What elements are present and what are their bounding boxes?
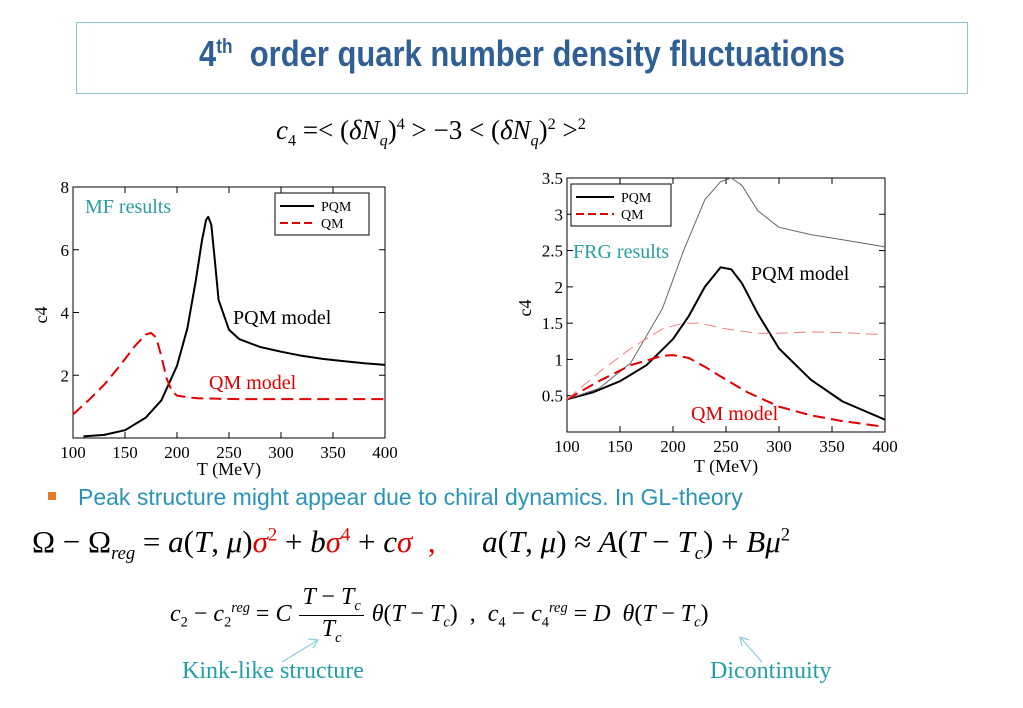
- y-tick-label: 3: [555, 205, 564, 224]
- slide-title: 4th order quark number density fluctuati…: [199, 33, 845, 74]
- legend-box: [570, 183, 672, 227]
- y-tick-label: 3.5: [542, 169, 563, 188]
- y-tick-label: 1: [555, 350, 564, 369]
- y-tick-label: 2: [61, 366, 70, 385]
- x-axis-label: T (MeV): [694, 456, 758, 477]
- y-tick-label: 0.5: [542, 387, 563, 406]
- y-axis-label: c4: [31, 307, 51, 324]
- y-tick-label: 2: [555, 278, 564, 297]
- mf-results-chart: 100 150 200 250 300 350 400 2 4 6 8 T (MeV) c4 PQM QM M…: [31, 178, 398, 480]
- series-line-pqm: [83, 215, 386, 438]
- bullet-point: Peak structure might appear due to chira…: [48, 484, 743, 511]
- legend-label-pqm: PQM: [621, 191, 652, 206]
- legend-label-qm: QM: [321, 217, 344, 232]
- series-line-qm-thin-: [566, 322, 886, 400]
- x-tick-label: 150: [112, 443, 138, 462]
- discontinuity-label: Dicontinuity: [710, 658, 832, 684]
- x-tick-label: 100: [60, 443, 86, 462]
- annotation-qm-model: QM model: [691, 403, 779, 425]
- gl-free-energy-equation: Ω − Ωreg = a(T, μ)σ2 + bσ4 + cσ , a(T, μ…: [32, 524, 791, 565]
- legend-label-pqm: PQM: [321, 200, 352, 215]
- legend-label-qm: QM: [621, 208, 644, 223]
- y-tick-label: 6: [61, 241, 70, 260]
- discontinuity-arrowhead: [739, 636, 750, 647]
- x-tick-label: 250: [216, 443, 242, 462]
- x-tick-label: 300: [268, 443, 294, 462]
- series-line-qm: [566, 354, 886, 428]
- y-axis-label: c4: [515, 300, 535, 317]
- kink-like-structure-label: Kink-like structure: [182, 658, 364, 684]
- x-tick-label: 400: [872, 437, 898, 456]
- frg-results-chart: 100 150 200 250 300 350 400 0.5 1 1.5 2 2.5 3 3.5 T (M…: [515, 169, 898, 477]
- x-tick-label: 350: [819, 437, 845, 456]
- y-tick-label: 1.5: [542, 314, 563, 333]
- annotation-qm-model: QM model: [209, 372, 297, 394]
- x-tick-label: 250: [713, 437, 739, 456]
- annotation-frg-results: FRG results: [573, 241, 669, 263]
- annotation-pqm-model: PQM model: [751, 263, 850, 285]
- x-tick-label: 300: [766, 437, 792, 456]
- x-tick-label: 100: [554, 437, 580, 456]
- y-tick-label: 4: [61, 304, 70, 323]
- bullet-square-icon: [48, 491, 56, 500]
- x-tick-label: 150: [607, 437, 633, 456]
- title-box: 4th order quark number density fluctuati…: [76, 22, 968, 94]
- series-line-qm: [72, 331, 385, 416]
- y-tick-label: 8: [61, 178, 70, 197]
- x-tick-label: 200: [164, 443, 190, 462]
- series-line-pqm: [566, 266, 886, 421]
- legend-box: [274, 192, 370, 236]
- y-tick-label: 2.5: [542, 242, 563, 261]
- series-line-pqm-thin-: [566, 177, 886, 400]
- c4-equation: c4 =< (δNq)4 > −3 < (δNq)2 >2: [276, 115, 586, 150]
- x-tick-label: 350: [320, 443, 346, 462]
- x-axis-label: T (MeV): [197, 459, 261, 480]
- annotation-pqm-model: PQM model: [233, 307, 332, 329]
- x-tick-label: 200: [660, 437, 686, 456]
- annotation-mf-results: MF results: [85, 196, 171, 218]
- x-tick-label: 400: [372, 443, 398, 462]
- susceptibility-relations: c2 − c2reg = C T − Tc Tc θ(T − Tc) , c4 −…: [170, 584, 709, 646]
